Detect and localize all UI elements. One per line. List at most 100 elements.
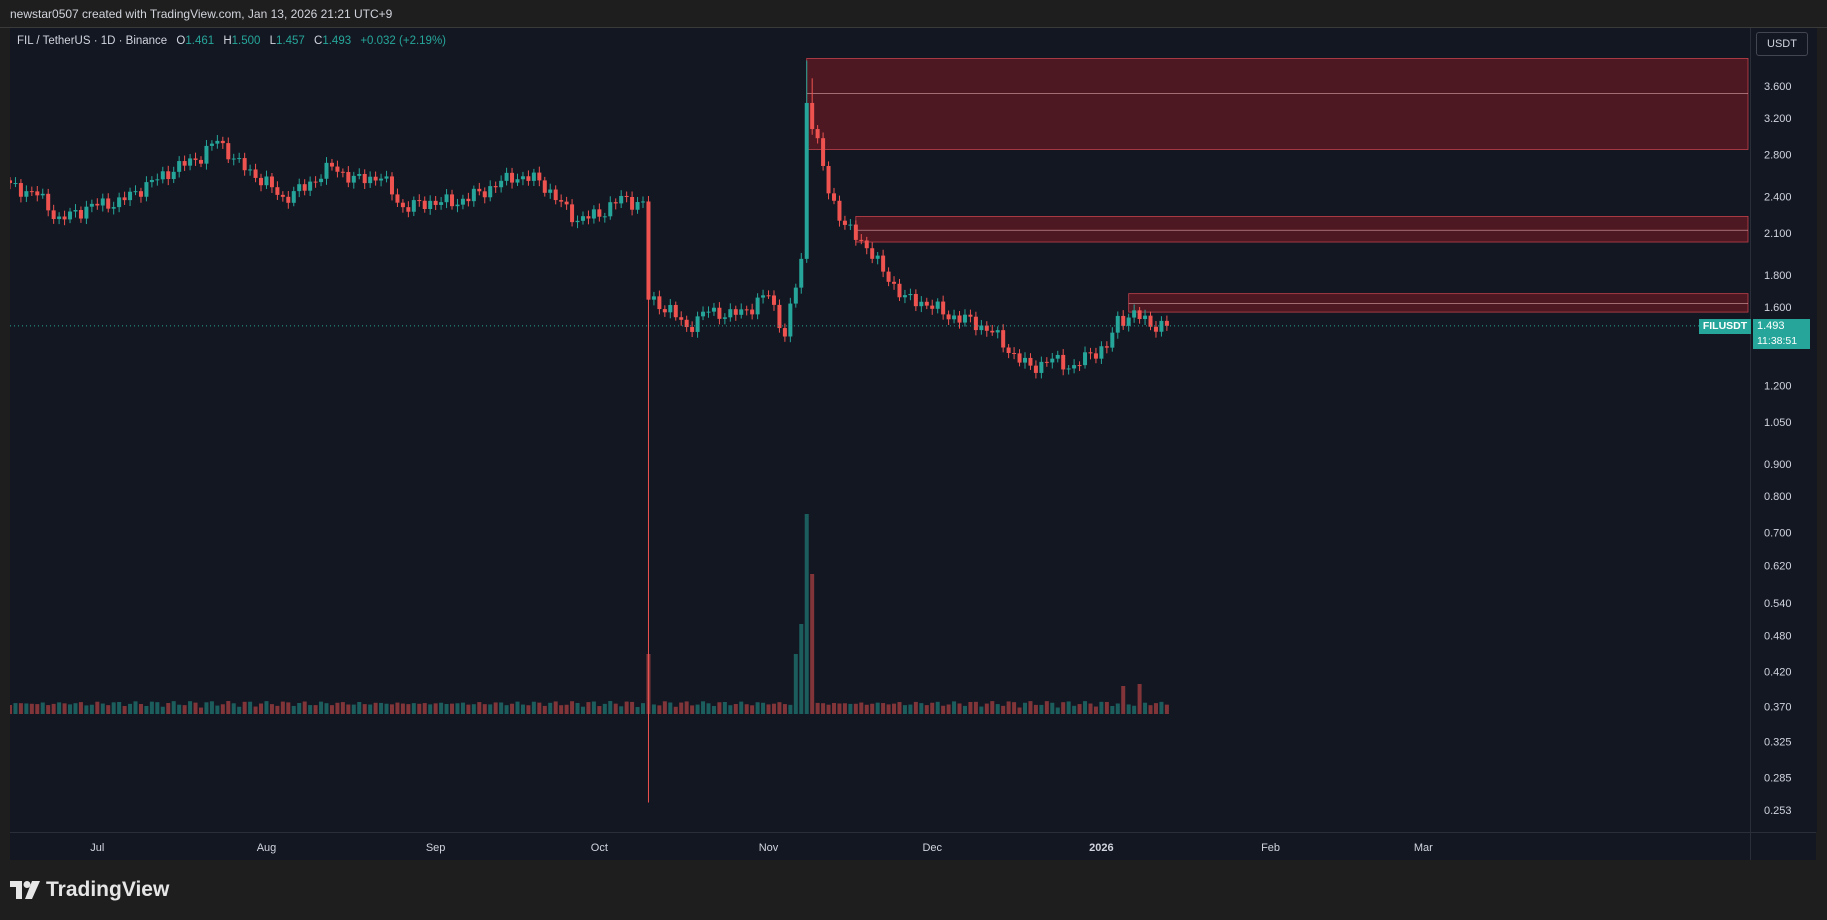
volume-bar [444,703,449,714]
volume-bar [1006,701,1011,714]
volume-bar [1164,704,1169,714]
candle [973,316,978,331]
last-price-symbol: FILUSDT [1699,318,1751,334]
candle [1072,365,1077,369]
candle [411,200,416,212]
time-tick-label: Sep [426,842,446,854]
close-label: C [314,35,323,47]
candle [821,138,826,166]
volume-bar [35,704,40,714]
volume-bar [711,705,716,714]
candle [149,179,154,183]
symbol-title[interactable]: FIL / TetherUS · 1D · Binance [17,35,168,47]
candle [946,314,951,320]
candle [1006,347,1011,354]
volume-bar [602,703,607,714]
volume-bar [286,702,291,714]
volume-bar [488,704,493,714]
volume-bar [624,701,629,714]
volume-bar [706,703,711,714]
candle [881,255,886,272]
volume-bar [95,701,100,714]
volume-bar [46,705,51,714]
volume-bar [1066,701,1071,714]
candle [908,294,913,296]
candle [51,210,56,220]
volume-bar [155,702,160,714]
volume-bar [1028,701,1033,714]
candle [1099,346,1104,359]
volume-bar [766,704,771,714]
volume-bar [346,704,351,714]
volume-bar [684,701,689,714]
time-tick-label: Nov [759,842,779,854]
volume-bar [875,702,880,714]
candle [237,158,242,160]
candle [450,194,455,207]
volume-bar [73,703,78,714]
candle [810,102,815,130]
candle [166,171,171,180]
volume-bar [559,705,564,714]
volume-bar [902,705,907,714]
candle [1143,315,1148,320]
time-axis[interactable]: Jul Aug Sep Oct Nov Dec 2026 Feb Mar [10,832,1750,860]
volume-bar [1148,705,1153,714]
candle [892,281,897,284]
candle [193,158,198,160]
candle [477,188,482,192]
candle [280,194,285,197]
candle [1050,358,1055,363]
low-label: L [269,35,277,47]
chart-pane[interactable] [10,28,1750,860]
volume-bar [357,702,362,714]
last-price-value: 1.493 [1753,318,1810,334]
volume-bar [897,702,902,714]
volume-bar [575,703,580,714]
candle [439,202,444,205]
volume-bar [597,706,602,714]
candle [138,191,143,197]
candle [198,159,203,164]
candle [804,102,809,259]
volume-bar [946,704,951,714]
volume-bar [395,702,400,714]
volume-bar [957,703,962,714]
candle [990,330,995,333]
candle [40,193,45,196]
candle [133,191,138,193]
candle [1055,354,1060,359]
price-tick-label: 0.800 [1764,491,1792,503]
candle [422,200,427,210]
candle [1017,353,1022,363]
volume-bar [313,705,318,714]
volume-bar [821,703,826,714]
currency-button[interactable]: USDT [1756,32,1808,56]
price-tick-label: 1.200 [1764,380,1792,392]
candle [1093,353,1098,359]
volume-bar [892,703,897,714]
price-chart[interactable] [10,28,1750,860]
price-tick-label: 3.600 [1764,81,1792,93]
volume-bar [662,701,667,714]
candle [1153,326,1158,332]
candle [662,309,667,313]
volume-bar [837,703,842,714]
volume-bar [761,702,766,714]
volume-bar [209,701,214,714]
volume-bar [979,706,984,714]
candle [1012,353,1017,355]
price-axis[interactable]: 0.253 0.285 0.325 0.370 0.420 0.480 0.540 0.620… [1750,28,1817,832]
volume-bar [460,702,465,714]
volume-bar [275,705,280,714]
volume-bar [455,703,460,714]
volume-bar [417,703,422,714]
candle [832,193,837,201]
candle [68,211,73,220]
candle [395,194,400,203]
volume-bar [995,704,1000,714]
candle [799,258,804,288]
volume-bar [237,706,242,714]
volume-bar [608,701,613,714]
candle [73,209,78,212]
